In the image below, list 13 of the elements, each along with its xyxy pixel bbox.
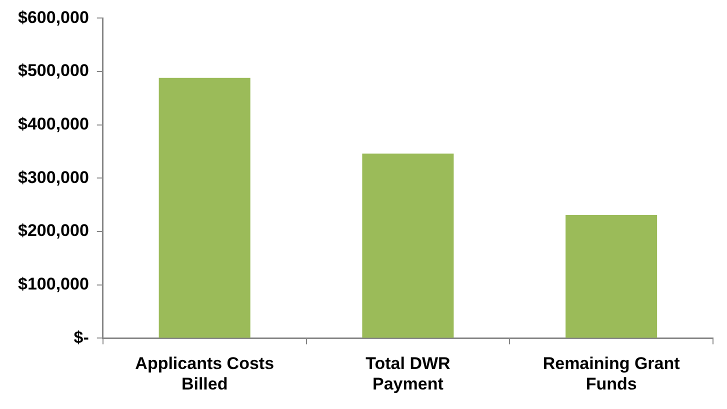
bar [362, 154, 454, 338]
x-tick-label: Applicants Costs Billed [135, 354, 274, 394]
y-tick-label: $300,000 [18, 168, 89, 187]
bar [158, 78, 250, 338]
y-tick-label: $200,000 [18, 221, 89, 240]
y-tick-label: $400,000 [18, 114, 89, 134]
y-tick-label: $500,000 [18, 61, 89, 80]
y-tick-label: $100,000 [18, 274, 89, 294]
y-tick-label: $- [74, 328, 89, 347]
x-tick-label: Total DWR Payment [366, 354, 450, 394]
y-tick-label: $600,000 [18, 8, 89, 27]
bar [566, 215, 658, 338]
x-tick-label: Remaining Grant Funds [542, 354, 680, 394]
